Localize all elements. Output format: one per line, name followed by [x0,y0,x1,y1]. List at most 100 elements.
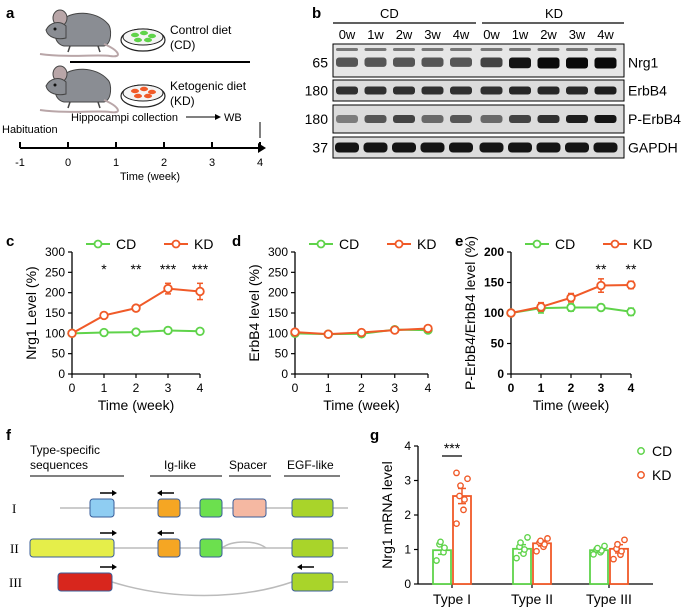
data-point [601,542,608,550]
primer-arrow-icon [100,490,117,496]
blot-lane-label: 3w [569,27,586,42]
blot-band [537,57,560,69]
blot-band [421,57,444,67]
data-point [163,283,173,294]
data-point [195,326,205,336]
y-tick-label: 200 [45,286,65,300]
chart-c: 0 50 100 150 200 250 300 0 1 2 3 4 Time (week) Nrg1 L… [23,236,213,413]
y-tick-label: 0 [281,367,288,381]
blot-lane-label: 1w [512,27,529,42]
blot-lane-label: 4w [597,27,614,42]
panel-b-western-blot: CD KD 0w 1w 2w 3w 4w 0w 1w 2w 3w 4w 65 Nrg1 180 ErbB… [305,6,681,159]
data-point [513,554,520,562]
petri-dish-keto [120,84,166,108]
blot-band [393,115,415,123]
blot-row-erbb4: 180 ErbB4 [305,79,667,102]
data-point [441,544,448,552]
y-tick-label: 50 [52,347,66,361]
timeline-ticks: -1 0 1 2 3 4 [15,142,263,169]
ig-segment [157,538,181,558]
blot-lane-label: 2w [396,27,413,42]
category-label: Type II [511,591,553,607]
timeline-tick-label: -1 [15,157,25,169]
molecular-weight-label: 180 [305,83,329,99]
data-point [131,303,141,313]
chart-e: 0 50 100 150 200 0 1 2 3 4 Time (week) P-ErbB4/ErbB… [462,236,652,413]
timeline-tick-label: 2 [161,157,167,169]
legend-marker [171,239,181,249]
x-tick-label: 3 [165,381,172,395]
blot-rows: 65 Nrg1 180 ErbB4 180 P-ErbB4 37 GAPDH [305,43,681,159]
panel-label-g: g [370,427,379,444]
y-axis-label: Nrg1 mRNA level [379,461,395,568]
legend-label: CD [116,236,136,252]
y-tick-label: 100 [484,306,504,320]
y-tick-label: 150 [45,306,65,320]
blot-band [565,142,589,153]
significance-marker: ** [626,261,637,277]
legend-marker [394,239,404,249]
data-point [626,307,636,317]
blot-band [509,57,531,69]
timeline-tick-label: 3 [209,157,215,169]
legend-marker [93,239,103,249]
data-point [594,544,601,552]
chart-d: 0 50 100 150 200 250 300 0 1 2 3 4 Time (week) ErbB4 … [246,236,436,413]
data-point [517,539,524,546]
data-point [524,534,531,541]
blot-band [449,142,473,153]
x-tick-label: 3 [598,381,605,395]
chart-g: 0 1 2 3 4 Nrg1 mRNA level Type I Type II Type II… [379,439,672,607]
header-type-specific-2: sequences [30,458,88,472]
molecular-weight-label: 65 [312,55,328,71]
data-point [506,308,516,318]
data-point [433,557,440,564]
primer-arrow-icon [157,490,174,496]
panel-label-a: a [6,5,15,22]
data-point [626,280,636,290]
ig-segment [157,498,181,518]
header-type-specific-1: Type-specific [30,443,100,457]
blot-band [421,115,444,123]
y-tick-label: 50 [491,337,505,351]
data-point [323,329,333,339]
data-point [131,327,141,337]
blot-band [336,48,358,51]
header-ig-like: Ig-like [164,458,196,472]
data-point [99,310,109,321]
legend-marker [637,447,645,455]
ig-segment [199,538,223,558]
petri-dish-control [120,28,166,52]
y-tick-label: 250 [45,265,65,279]
data-point [614,540,621,548]
data-point [356,327,367,338]
blot-band [594,57,617,69]
blot-band [336,86,358,95]
category-label: Type I [433,591,471,607]
egf-segment [291,572,334,592]
y-tick-label: 200 [268,286,288,300]
data-point [521,546,528,553]
type-iii-segment [57,572,113,592]
panel-f-isoform-diagram: Type-specific sequences Ig-like Spacer E… [9,443,348,597]
y-tick-label: 300 [45,245,65,259]
data-point [163,325,173,336]
primer-arrow-icon [100,530,117,536]
data-point [461,496,468,503]
molecular-weight-label: 180 [305,111,329,127]
data-point [596,280,606,291]
panel-label-e: e [455,233,463,250]
spacer-segment [232,498,267,518]
primer-arrow-icon [157,530,174,536]
data-point [453,520,460,528]
x-tick-label: 2 [358,381,365,395]
significance-marker: *** [160,261,177,277]
timeline-tick-label: 1 [113,157,119,169]
timeline-tick-label: 0 [65,157,71,169]
blot-band [364,48,387,51]
control-diet-label: Control diet [170,23,232,37]
data-point [537,537,544,545]
blot-band [566,48,588,51]
x-tick-label: 0 [69,381,76,395]
blot-band [421,48,444,51]
